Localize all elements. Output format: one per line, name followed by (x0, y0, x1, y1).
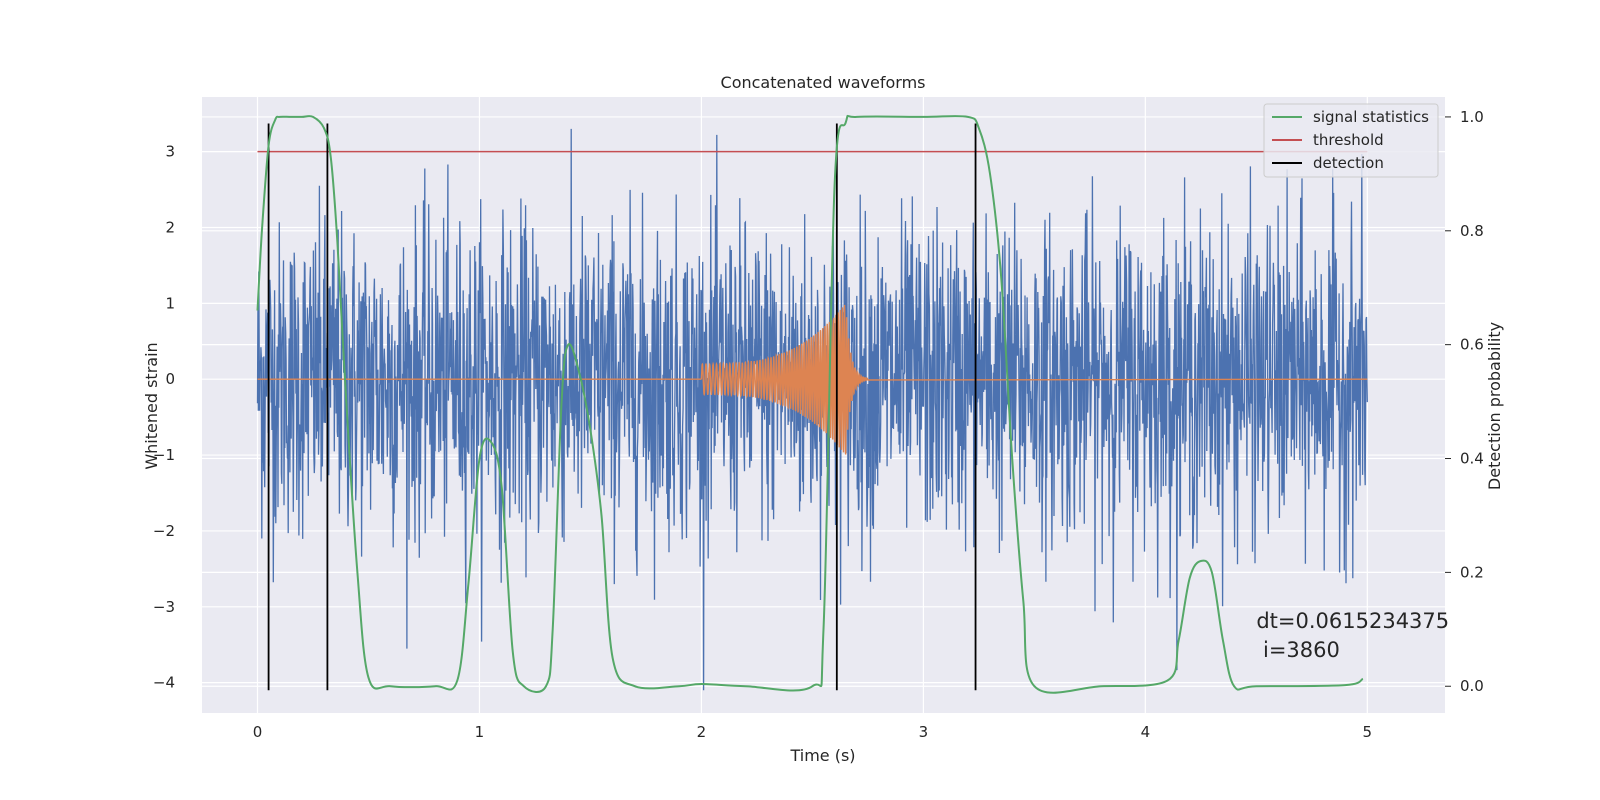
y2-tick-label: 0.2 (1460, 563, 1484, 581)
y-tick-label: −1 (153, 446, 175, 464)
x-tick-label: 4 (1141, 723, 1151, 741)
y-tick-label: 3 (165, 143, 175, 161)
x-tick-label: 5 (1363, 723, 1373, 741)
y-axis-right: 0.0 0.2 0.4 0.6 0.8 1.0 (1445, 108, 1484, 695)
legend-label-threshold: threshold (1313, 131, 1384, 149)
y-tick-label: −4 (153, 674, 175, 692)
x-axis-label: Time (s) (789, 746, 855, 765)
y-tick-label: −3 (153, 598, 175, 616)
y-axis-label: Whitened strain (142, 342, 161, 469)
y-tick-label: 1 (165, 294, 175, 312)
x-tick-label: 2 (697, 723, 707, 741)
y-tick-label: −2 (153, 522, 175, 540)
y2-axis-label: Detection probability (1485, 322, 1504, 490)
x-axis: 0 1 2 3 4 5 (253, 723, 1372, 741)
y2-tick-label: 1.0 (1460, 108, 1484, 126)
legend-box (1263, 103, 1439, 178)
annotation-i: i=3860 (1263, 638, 1340, 662)
x-tick-label: 1 (475, 723, 485, 741)
series-signal-statistics (256, 114, 1364, 694)
annotation-dt: dt=0.0615234375 (1256, 609, 1449, 633)
series-injected-signal (257, 304, 1368, 455)
y2-tick-label: 0.4 (1460, 450, 1484, 468)
x-tick-label: 0 (253, 723, 263, 741)
chart-title: Concatenated waveforms (721, 73, 926, 92)
legend: signal statistics threshold detection (1263, 103, 1439, 178)
legend-label-detection: detection (1313, 154, 1384, 172)
y2-tick-label: 0.0 (1460, 677, 1484, 695)
y2-tick-label: 0.6 (1460, 336, 1484, 354)
y-tick-label: 0 (165, 370, 175, 388)
y-tick-label: 2 (165, 218, 175, 236)
plot-area (256, 114, 1368, 694)
legend-label-signal-statistics: signal statistics (1313, 108, 1429, 126)
x-tick-label: 3 (919, 723, 929, 741)
y-axis-left: −4 −3 −2 −1 0 1 2 3 (153, 143, 175, 692)
y2-tick-label: 0.8 (1460, 222, 1484, 240)
